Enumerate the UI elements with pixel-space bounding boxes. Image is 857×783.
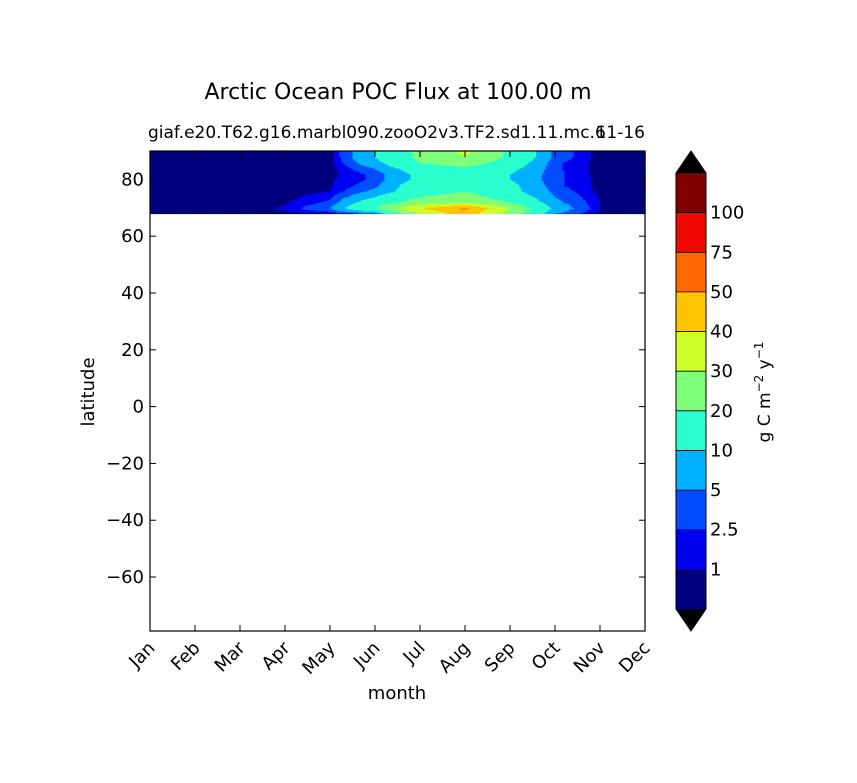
chart-subtitle-left: giaf.e20.T62.g16.marbl090.zooO2v3.TF2.sd… [148,123,606,143]
contour-field [150,151,646,214]
chart-subtitle-right: 11-16 [596,123,645,143]
chart-title: Arctic Ocean POC Flux at 100.00 m [204,80,591,105]
